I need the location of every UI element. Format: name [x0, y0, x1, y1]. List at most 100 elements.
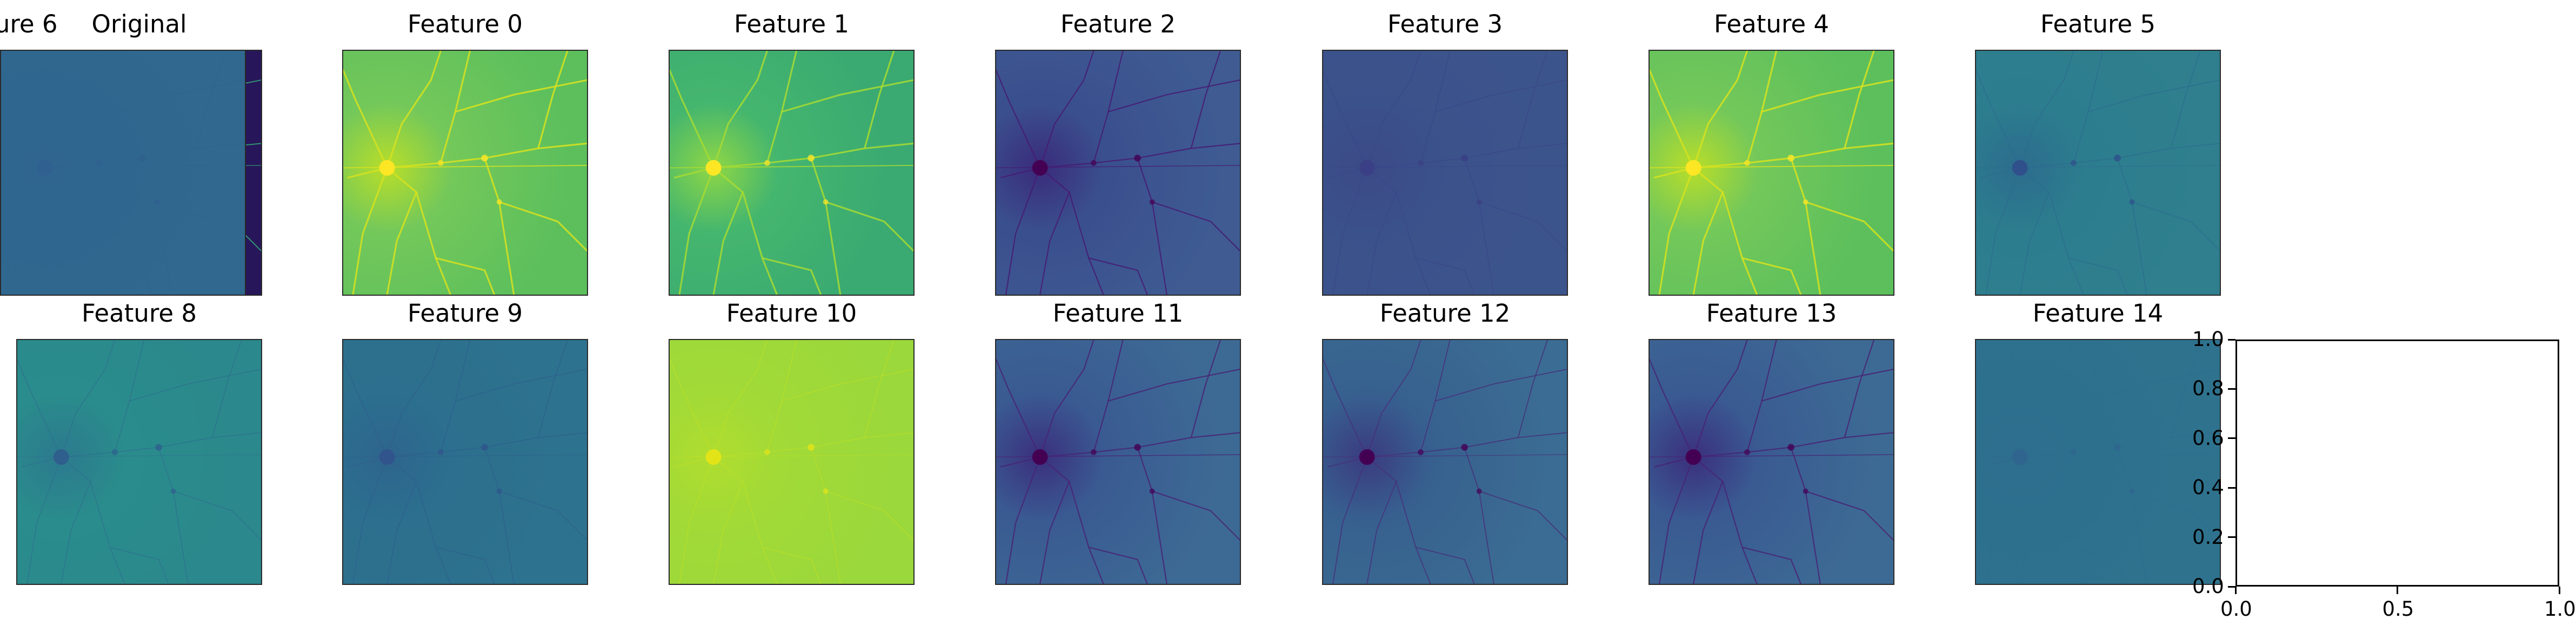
- filament-9: [2019, 340, 2074, 457]
- y-tick: [2228, 487, 2235, 489]
- filament-7: [1366, 481, 1397, 584]
- x-tick: [2234, 587, 2237, 594]
- panel-title: Feature 14: [2032, 299, 2164, 328]
- filament-9: [712, 51, 768, 169]
- filament-10: [1151, 201, 1240, 251]
- heatmap-node: [764, 449, 770, 455]
- panel-title: Feature 3: [1387, 10, 1503, 38]
- filament-8: [1434, 369, 1567, 402]
- x-tick: [2397, 587, 2398, 594]
- heatmap-node: [481, 155, 488, 162]
- heatmap-node: [2070, 449, 2077, 455]
- filament-10: [1805, 201, 1893, 252]
- x-tick-label: 1.0: [2544, 597, 2576, 621]
- filament-10: [1151, 490, 1240, 541]
- heatmap-svg: [996, 51, 1240, 295]
- filament-7: [2019, 191, 2050, 295]
- y-tick-label: 0.0: [2192, 575, 2224, 598]
- heatmap-node: [496, 199, 502, 205]
- filament-10: [172, 490, 261, 541]
- heatmap-svg: [1650, 340, 1893, 584]
- filament-10: [498, 201, 587, 252]
- heatmap-core: [379, 160, 395, 176]
- heatmap-node: [95, 160, 102, 166]
- heatmap-node: [1461, 155, 1468, 162]
- feature-image: [1649, 50, 1894, 296]
- filament-9: [713, 340, 768, 457]
- filament-2: [1658, 167, 1694, 295]
- panel-title: Feature 11: [1052, 299, 1184, 328]
- filament-12: [1741, 257, 1802, 295]
- filament-0: [1650, 69, 1694, 169]
- filament-0: [996, 358, 1041, 458]
- filament-3: [2019, 457, 2084, 584]
- filament-11: [1844, 340, 1875, 438]
- heatmap-svg: [1976, 340, 2220, 584]
- filament-11: [2171, 51, 2201, 149]
- y-tick-label: 0.2: [2192, 525, 2224, 549]
- panel-title: Feature 6: [0, 10, 58, 38]
- filament-11: [2171, 340, 2201, 438]
- filament-12: [762, 547, 822, 584]
- filament-9: [1692, 51, 1748, 169]
- filament-9: [1039, 51, 1095, 169]
- filament-7: [1366, 191, 1397, 295]
- heatmap-node: [170, 488, 176, 494]
- panel-title: Feature 4: [1714, 10, 1829, 38]
- filament-11: [864, 340, 895, 438]
- heatmap-node: [1476, 488, 1482, 494]
- heatmap-node: [139, 155, 146, 162]
- filament-8: [780, 79, 913, 113]
- filament-2: [1005, 167, 1041, 295]
- heatmap-node: [111, 449, 118, 455]
- heatmap-node: [2070, 160, 2077, 166]
- y-tick-label: 0.8: [2192, 377, 2224, 401]
- filament-3: [2019, 167, 2084, 295]
- heatmap-node: [154, 199, 160, 205]
- panel-title: Feature 10: [726, 299, 857, 328]
- filament-8: [1761, 368, 1893, 402]
- filament-0: [1976, 359, 2020, 457]
- feature-image: [1649, 339, 1894, 585]
- heatmap-core: [1685, 160, 1701, 176]
- feature-image: [1322, 50, 1568, 296]
- filament-7: [386, 191, 417, 295]
- filament-10: [825, 491, 913, 541]
- filament-11: [196, 51, 226, 149]
- feature-image: [1322, 339, 1568, 585]
- filament-3: [1692, 167, 1758, 295]
- heatmap-core: [1032, 449, 1048, 465]
- filament-12: [93, 257, 153, 295]
- filament-0: [17, 359, 62, 458]
- filament-3: [1366, 167, 1431, 295]
- heatmap-svg: [1976, 51, 2220, 295]
- feature-image: [669, 50, 915, 296]
- y-tick: [2228, 388, 2235, 390]
- heatmap-svg: [1, 51, 245, 295]
- heatmap-node: [1149, 199, 1155, 205]
- heatmap-core: [2012, 160, 2028, 176]
- filament-11: [212, 340, 242, 438]
- filament-2: [10, 168, 45, 295]
- heatmap-node: [2114, 155, 2121, 162]
- filament-8: [1434, 79, 1567, 112]
- filament-11: [1518, 51, 1548, 149]
- panel-title: Original: [91, 10, 187, 38]
- heatmap-core: [1359, 449, 1375, 465]
- filament-12: [1088, 547, 1148, 584]
- filament-12: [435, 547, 495, 584]
- heatmap-node: [496, 488, 502, 494]
- x-tick-label: 0.0: [2220, 597, 2252, 621]
- filament-12: [109, 547, 169, 584]
- y-tick-label: 0.4: [2192, 476, 2224, 500]
- y-tick-label: 0.6: [2192, 426, 2224, 450]
- heatmap-core: [53, 449, 69, 465]
- heatmap-node: [764, 160, 770, 166]
- heatmap-node: [1417, 160, 1424, 166]
- filament-2: [1332, 167, 1367, 295]
- filament-7: [1039, 191, 1070, 295]
- filament-3: [44, 168, 109, 295]
- filament-2: [1658, 456, 1694, 584]
- heatmap-node: [1476, 199, 1482, 205]
- filament-7: [712, 191, 744, 295]
